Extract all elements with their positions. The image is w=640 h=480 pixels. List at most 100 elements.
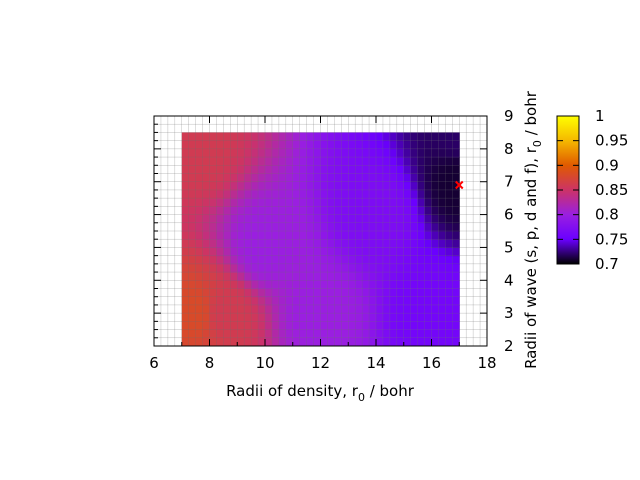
heatmap-cell [292, 189, 301, 199]
heatmap-cell [452, 313, 460, 322]
heatmap-cell [355, 272, 363, 281]
heatmap-cell [306, 288, 315, 298]
heatmap-cell [223, 337, 231, 346]
heatmap-cell [396, 222, 405, 232]
heatmap-cell [278, 263, 287, 273]
heatmap-cell [244, 247, 252, 257]
heatmap-cell [382, 214, 391, 224]
heatmap-cell [348, 231, 356, 240]
heatmap-cell [445, 304, 453, 314]
heatmap-cell [452, 148, 460, 158]
heatmap-cell [445, 280, 453, 290]
heatmap-cell [188, 329, 197, 339]
heatmap-cell [216, 255, 224, 265]
heatmap-cell [382, 288, 391, 298]
heatmap-cell [396, 263, 405, 273]
heatmap-cell [355, 206, 363, 216]
heatmap-cell [403, 214, 412, 224]
heatmap-cell [265, 140, 273, 150]
heatmap-cell [230, 132, 238, 142]
heatmap-cell [341, 173, 349, 183]
heatmap-cell [223, 189, 231, 199]
heatmap-cell [376, 222, 384, 232]
heatmap-cell [376, 132, 384, 142]
heatmap-cell [355, 263, 363, 273]
heatmap-cell [403, 165, 412, 175]
heatmap-cell [355, 165, 363, 175]
heatmap-cell [403, 231, 412, 240]
heatmap-cell [209, 329, 218, 339]
heatmap-cell [445, 329, 453, 339]
heatmap-cell [362, 313, 370, 322]
heatmap-cell [348, 337, 356, 346]
heatmap-cell [271, 337, 280, 346]
heatmap-cell [195, 321, 204, 331]
heatmap-cell [417, 173, 426, 183]
heatmap-cell [313, 148, 322, 158]
heatmap-cell [431, 231, 440, 240]
heatmap-cell [341, 165, 349, 175]
heatmap-cell [396, 247, 405, 257]
colorbar-tick-label: 0.75 [595, 230, 628, 248]
heatmap-cell [278, 198, 287, 207]
heatmap-cell [278, 189, 287, 199]
heatmap-cell [389, 231, 398, 240]
heatmap-cell [195, 280, 204, 290]
heatmap-cell [251, 280, 259, 290]
heatmap-cell [244, 263, 252, 273]
heatmap-cell [445, 222, 453, 232]
heatmap-cell [382, 296, 391, 306]
heatmap-cell [299, 247, 308, 257]
heatmap-cell [341, 222, 349, 232]
heatmap-cell [445, 255, 453, 265]
heatmap-cell [265, 231, 273, 240]
heatmap-cell [376, 288, 384, 298]
heatmap-cell [362, 148, 370, 158]
heatmap-cell [292, 337, 301, 346]
heatmap-cell [327, 263, 335, 273]
y-axis-label-main: Radii of wave (s, p, d and f), r [522, 146, 540, 369]
heatmap-cell [341, 140, 349, 150]
heatmap-cell [299, 198, 308, 207]
heatmap-cell [292, 313, 301, 322]
heatmap-cell [244, 148, 252, 158]
heatmap-cell [410, 337, 419, 346]
heatmap-cell [348, 272, 356, 281]
heatmap-cell [237, 255, 245, 265]
heatmap-cell [389, 304, 398, 314]
heatmap-cell [410, 313, 419, 322]
heatmap-cell [431, 263, 440, 273]
heatmap-cell [244, 313, 252, 322]
heatmap-cell [258, 173, 266, 183]
heatmap-cell [230, 263, 238, 273]
heatmap-cell [202, 337, 211, 346]
heatmap-cell [292, 206, 301, 216]
heatmap-cell [223, 263, 231, 273]
heatmap-cell [216, 189, 224, 199]
heatmap-cell [285, 157, 294, 166]
heatmap-cell [292, 214, 301, 224]
heatmap-cell [334, 304, 342, 314]
heatmap-cell [334, 222, 342, 232]
heatmap-cell [271, 239, 280, 249]
heatmap-cell [216, 329, 224, 339]
heatmap-cell [424, 255, 433, 265]
heatmap-cell [320, 148, 329, 158]
heatmap-cell [362, 157, 370, 166]
heatmap-cell [438, 255, 446, 265]
heatmap-cell [341, 239, 349, 249]
heatmap-cell [334, 132, 342, 142]
heatmap-cell [216, 198, 224, 207]
heatmap-cell [403, 140, 412, 150]
heatmap-cell [445, 148, 453, 158]
heatmap-cell [251, 337, 259, 346]
heatmap-cell [278, 165, 287, 175]
heatmap-cell [417, 214, 426, 224]
heatmap-cell [438, 206, 446, 216]
heatmap-cell [320, 173, 329, 183]
heatmap-cell [389, 288, 398, 298]
heatmap-cell [445, 140, 453, 150]
heatmap-cell [403, 321, 412, 331]
heatmap-cell [355, 148, 363, 158]
heatmap-cell [202, 165, 211, 175]
